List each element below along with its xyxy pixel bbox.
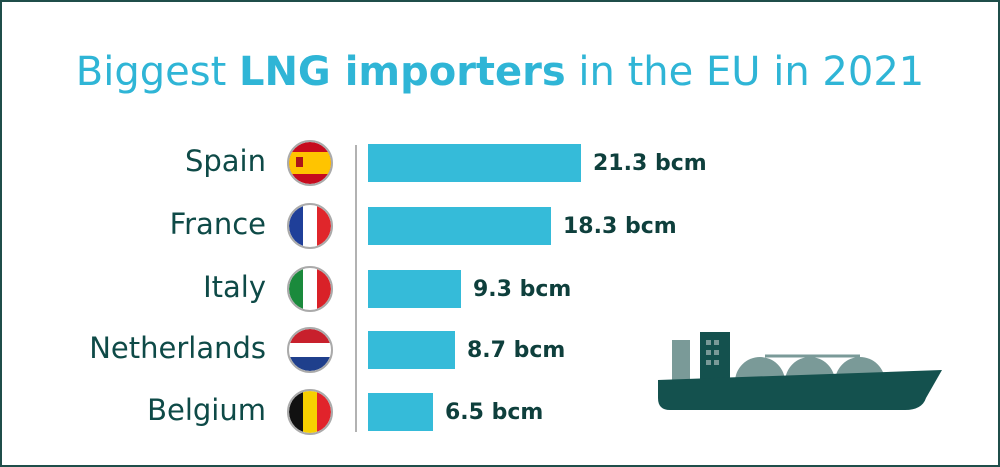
bar <box>368 331 455 369</box>
ship-icon <box>658 332 942 410</box>
bar <box>368 393 433 431</box>
category-label: Italy <box>203 270 266 304</box>
value-label: 8.7 bcm <box>467 338 565 363</box>
category-label: Belgium <box>147 393 266 427</box>
bar <box>368 270 461 308</box>
chart-title: Biggest LNG importers in the EU in 2021 <box>76 49 924 95</box>
title-segment: LNG importers <box>239 49 566 95</box>
title-segment: Biggest <box>76 49 239 95</box>
title-segment: in the EU in 2021 <box>566 49 925 95</box>
value-label: 6.5 bcm <box>445 400 543 425</box>
category-label: France <box>170 207 266 241</box>
category-label: Spain <box>185 144 266 178</box>
value-label: 21.3 bcm <box>593 151 707 176</box>
value-label: 9.3 bcm <box>473 277 571 302</box>
bar <box>368 144 581 182</box>
bar <box>368 207 551 245</box>
value-label: 18.3 bcm <box>563 214 677 239</box>
flags <box>287 140 333 435</box>
category-label: Netherlands <box>89 331 266 365</box>
